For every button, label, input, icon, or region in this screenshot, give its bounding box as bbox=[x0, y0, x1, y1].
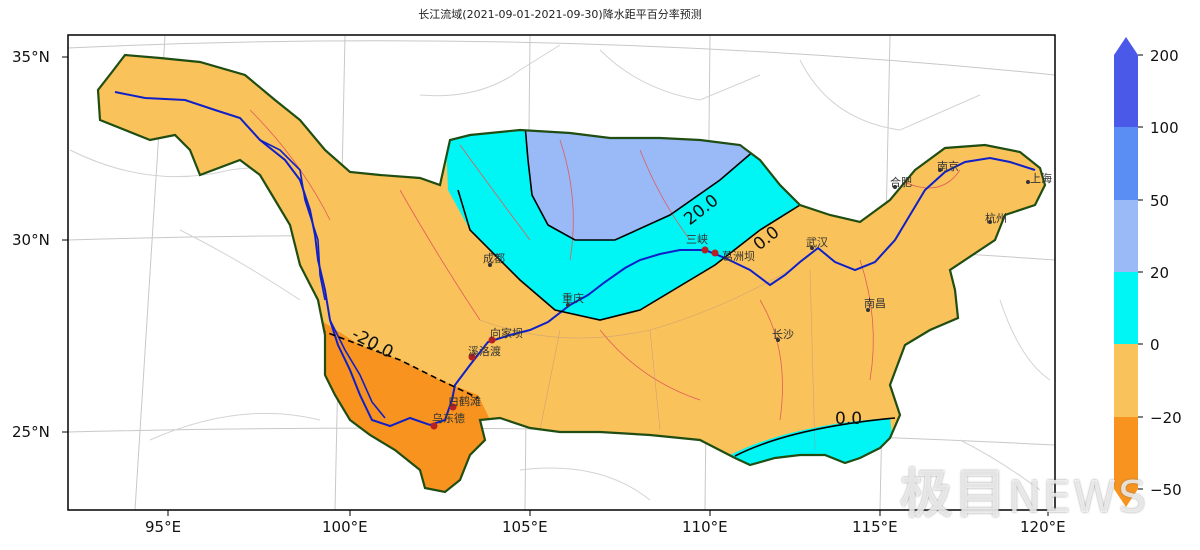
city-dot bbox=[810, 246, 814, 250]
lon-tick-105: 105°E bbox=[502, 518, 548, 536]
city-label-sanxia: 三峡 bbox=[686, 232, 708, 246]
city-dot bbox=[776, 338, 780, 342]
colorbar-tick-minus50: −50 bbox=[1150, 481, 1182, 499]
contour-0-south bbox=[734, 417, 896, 457]
dam-dot bbox=[701, 246, 709, 254]
city-label-changsha: 长沙 bbox=[772, 328, 794, 341]
colorbar-tick-20: 20 bbox=[1150, 264, 1169, 282]
lat-tick-35: 35°N bbox=[12, 48, 50, 66]
latitude-ticks: 35°N 30°N 25°N bbox=[12, 48, 68, 441]
city-label-baihetan: 白鹤滩 bbox=[448, 394, 481, 408]
yangtze-upper-branch bbox=[259, 139, 326, 301]
colorbar-band-50-100 bbox=[1114, 127, 1138, 200]
sub-basin-boundaries bbox=[479, 269, 816, 451]
city-dot bbox=[938, 168, 942, 172]
lon-tick-95: 95°E bbox=[145, 518, 181, 536]
lon-tick-115: 115°E bbox=[852, 518, 898, 536]
colorbar-band-0-20 bbox=[1114, 272, 1138, 344]
city-label-shanghai: 上海 bbox=[1030, 171, 1052, 185]
lat-tick-30: 30°N bbox=[12, 231, 50, 249]
city-label-wuhan: 武汉 bbox=[806, 236, 828, 249]
news-watermark: 极目NEWS bbox=[900, 452, 1148, 527]
colorbar-tick-50: 50 bbox=[1150, 192, 1169, 210]
colorbar-tick-100: 100 bbox=[1150, 119, 1179, 137]
dam-dot bbox=[468, 353, 476, 361]
dam-dot bbox=[488, 336, 496, 344]
dam-dot bbox=[711, 249, 719, 257]
colorbar-band-100-200 bbox=[1114, 55, 1138, 127]
band-20-50 bbox=[525, 120, 760, 240]
colorbar: 200 100 50 20 0 −20 −50 bbox=[1114, 37, 1182, 507]
city-dot bbox=[488, 263, 492, 267]
contour-minus20 bbox=[319, 329, 479, 399]
colorbar-tick-200: 200 bbox=[1150, 47, 1179, 65]
city-markers: 成都 重庆 三峡 葛洲坝 武汉 长沙 南昌 合肥 南京 杭州 上海 向家坝 溪洛… bbox=[430, 159, 1052, 430]
city-dot bbox=[1026, 180, 1030, 184]
contour-label-0-south: 0.0 bbox=[835, 409, 862, 429]
colorbar-bottom-arrow bbox=[1114, 489, 1138, 507]
colorbar-tick-minus20: −20 bbox=[1150, 409, 1182, 427]
city-dot bbox=[893, 185, 897, 189]
city-dot bbox=[566, 303, 570, 307]
lon-tick-110: 110°E bbox=[682, 518, 728, 536]
longitude-ticks: 95°E 100°E 105°E 110°E 115°E 120°E bbox=[145, 510, 1066, 536]
basin-outline bbox=[96, 53, 1047, 494]
colorbar-band-minus50-minus20 bbox=[1114, 417, 1138, 489]
city-label-wudongde: 乌东德 bbox=[432, 411, 465, 425]
contour-20 bbox=[524, 124, 756, 241]
map-frame bbox=[67, 34, 1056, 511]
city-dot bbox=[988, 220, 992, 224]
city-label-chongqing: 重庆 bbox=[562, 291, 584, 305]
city-label-chengdu: 成都 bbox=[483, 252, 505, 265]
city-label-hangzhou: 杭州 bbox=[985, 211, 1007, 225]
city-label-nanjing: 南京 bbox=[937, 159, 959, 173]
watermark-main: 极目 bbox=[900, 465, 1009, 525]
contour-0 bbox=[457, 189, 801, 321]
contour-lines bbox=[319, 124, 896, 457]
province-boundaries bbox=[69, 44, 1051, 501]
city-label-hefei: 合肥 bbox=[890, 175, 912, 189]
lon-tick-100: 100°E bbox=[322, 518, 368, 536]
lat-tick-25: 25°N bbox=[12, 423, 50, 441]
dam-dot bbox=[430, 422, 438, 430]
watermark-sub: NEWS bbox=[1008, 472, 1149, 523]
city-dot bbox=[866, 308, 870, 312]
map-title: 长江流域(2021-09-01-2021-09-30)降水距平百分率预测 bbox=[418, 8, 702, 21]
city-label-nanchang: 南昌 bbox=[864, 297, 886, 310]
lon-tick-120: 120°E bbox=[1020, 518, 1066, 536]
colorbar-tick-0: 0 bbox=[1150, 336, 1160, 354]
colorbar-top-arrow bbox=[1114, 37, 1138, 55]
city-label-xiangjiaba: 向家坝 bbox=[490, 326, 523, 340]
colorbar-band-20-50 bbox=[1114, 200, 1138, 272]
jinsha-branch bbox=[329, 319, 386, 419]
city-label-xiluodu: 溪洛渡 bbox=[468, 344, 501, 358]
tributaries bbox=[249, 109, 961, 421]
colorbar-band-minus20-0 bbox=[1114, 344, 1138, 417]
dam-dot bbox=[449, 403, 457, 411]
city-label-gezhouba: 葛洲坝 bbox=[722, 249, 755, 263]
